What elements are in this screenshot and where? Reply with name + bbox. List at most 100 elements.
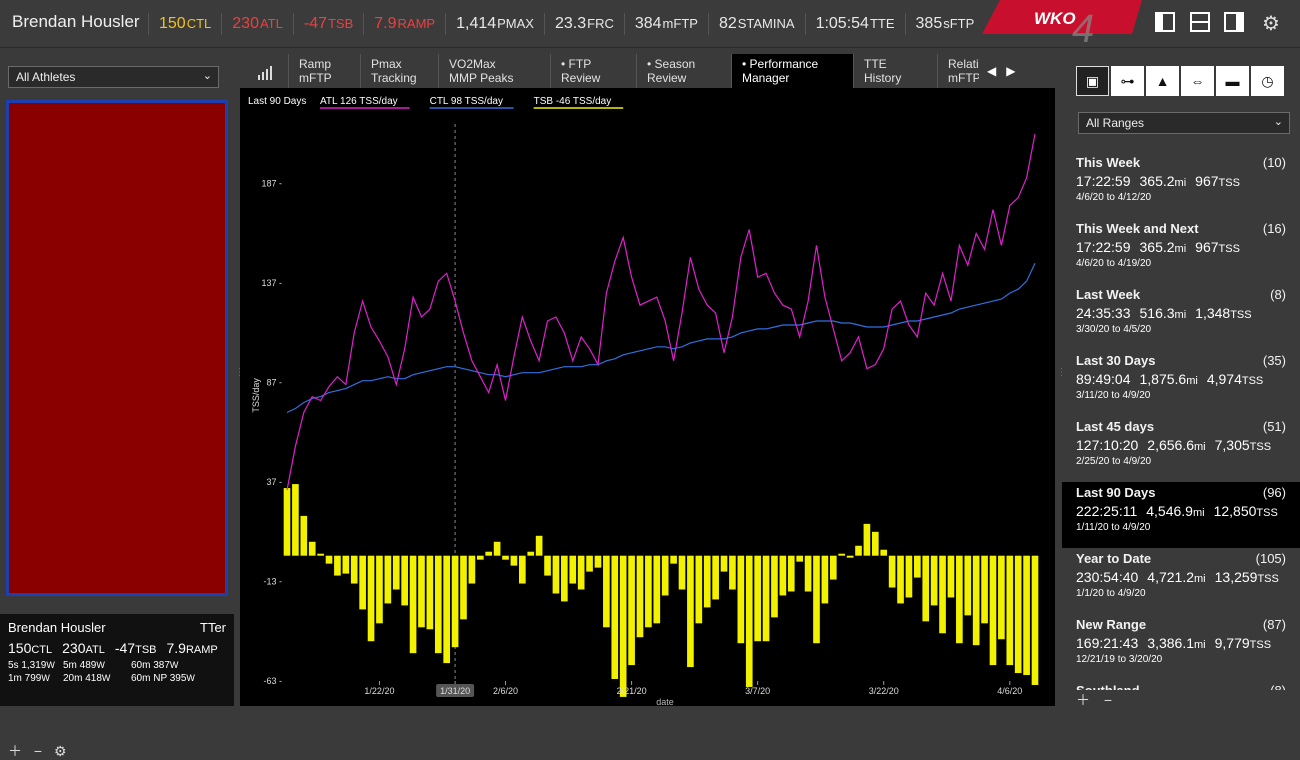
scroll-left-icon[interactable]: ◀ bbox=[987, 64, 997, 78]
tsb-bar bbox=[720, 555, 728, 572]
layout-right-icon[interactable] bbox=[1224, 12, 1244, 32]
svg-text:3/22/20: 3/22/20 bbox=[869, 686, 899, 696]
metric-tsb[interactable]: -47 TSB bbox=[292, 13, 363, 35]
bike-icon[interactable]: ⊶ bbox=[1111, 66, 1144, 96]
other-icon[interactable]: ▬ bbox=[1216, 66, 1249, 96]
range-item[interactable]: This Week and Next (16) 17:22:59 365.2mi 967… bbox=[1062, 218, 1300, 284]
stopwatch-icon[interactable]: ◷ bbox=[1251, 66, 1284, 96]
metric-value: 385 bbox=[915, 15, 943, 32]
athlete-name[interactable]: Brendan Housler bbox=[12, 12, 140, 31]
metric-frc[interactable]: 23.3 FRC bbox=[543, 13, 624, 35]
tsb-bar bbox=[922, 555, 930, 622]
svg-text:3/7/20: 3/7/20 bbox=[745, 686, 770, 696]
athlete-map[interactable] bbox=[6, 100, 228, 596]
athlete-select[interactable]: All Athletes ⌄ bbox=[8, 66, 219, 88]
metric-ctl[interactable]: 150 CTL bbox=[148, 13, 221, 35]
tsb-bar bbox=[317, 553, 324, 556]
gear-icon[interactable]: ⚙ bbox=[53, 743, 67, 759]
layout-left-icon[interactable] bbox=[1155, 12, 1175, 32]
tsb-bar bbox=[981, 555, 988, 624]
add-range-button[interactable]: ＋ bbox=[1076, 692, 1090, 708]
range-item[interactable]: Last Week (8) 24:35:33 516.3mi 1,348TSS 3/30/… bbox=[1062, 284, 1300, 350]
range-item[interactable]: New Range (87) 169:21:43 3,386.1mi 9,779TSS 1… bbox=[1062, 614, 1300, 680]
svg-text:4/6/20: 4/6/20 bbox=[997, 686, 1022, 696]
tsb-bar bbox=[829, 555, 837, 580]
metric-pmax[interactable]: 1,414 PMAX bbox=[445, 13, 544, 35]
metric-tte[interactable]: 1:05:54 TTE bbox=[804, 13, 905, 35]
svg-text:TSB -46 TSS/day: TSB -46 TSS/day bbox=[534, 96, 612, 107]
tsb-bar bbox=[645, 555, 652, 628]
tsb-bar bbox=[409, 555, 417, 654]
tsb-bar bbox=[863, 523, 871, 556]
metric-sftp[interactable]: 385 sFTP bbox=[904, 13, 985, 35]
remove-range-button[interactable]: − bbox=[1103, 692, 1113, 708]
range-item[interactable]: Last 90 Days (96) 222:25:11 4,546.9mi 12,850… bbox=[1062, 482, 1300, 548]
tab-5[interactable]: • Performance Manager bbox=[731, 54, 853, 88]
tsb-bar bbox=[392, 555, 400, 590]
svg-text:ATL 126 TSS/day: ATL 126 TSS/day bbox=[320, 96, 398, 107]
range-item[interactable]: Year to Date (105) 230:54:40 4,721.2mi 13,25… bbox=[1062, 548, 1300, 614]
range-item[interactable]: Last 30 Days (35) 89:49:04 1,875.6mi 4,974TS… bbox=[1062, 350, 1300, 416]
y-tick-label: 87 - bbox=[266, 378, 282, 388]
right-splitter[interactable]: ⋮ bbox=[1057, 368, 1067, 390]
range-count: (51) bbox=[1262, 419, 1286, 434]
tab-6[interactable]: TTE History bbox=[853, 54, 937, 88]
range-item[interactable]: Last 45 days (51) 127:10:20 2,656.6mi 7,305T… bbox=[1062, 416, 1300, 482]
tsb-bar bbox=[880, 549, 888, 556]
left-splitter[interactable]: ⋮ bbox=[235, 368, 245, 390]
strength-icon[interactable]: ⇔ bbox=[1181, 66, 1214, 96]
x-tick: 3/7/20 bbox=[745, 681, 770, 696]
layout-split-icon[interactable] bbox=[1190, 12, 1210, 32]
range-item[interactable]: This Week (10) 17:22:59 365.2mi 967TSS 4/6/20… bbox=[1062, 152, 1300, 218]
remove-athlete-button[interactable]: − bbox=[33, 743, 43, 759]
svg-text:2/6/20: 2/6/20 bbox=[493, 686, 518, 696]
y-tick-label: 187 - bbox=[261, 179, 282, 189]
chart-icon[interactable] bbox=[240, 54, 288, 88]
tsb-bar bbox=[989, 555, 997, 666]
scroll-right-icon[interactable]: ▶ bbox=[1006, 64, 1016, 78]
range-select[interactable]: All Ranges ⌄ bbox=[1078, 112, 1290, 134]
tsb-bar bbox=[292, 484, 299, 556]
performance-manager-chart[interactable]: Last 90 Days ATL 126 TSS/day CTL 98 TSS/da… bbox=[240, 88, 1055, 706]
tsb-bar bbox=[703, 555, 711, 608]
tab-7[interactable]: Relati mFTP bbox=[937, 54, 979, 88]
metric-ramp[interactable]: 7.9 RAMP bbox=[363, 13, 445, 35]
tsb-bar bbox=[603, 555, 610, 628]
tab-4[interactable]: • Season Review bbox=[636, 54, 731, 88]
tsb-bar bbox=[334, 555, 341, 576]
tsb-bar bbox=[359, 555, 366, 610]
top-bar: Brendan Housler 150 CTL 230 ATL -47 TSB 7.9 RAM… bbox=[0, 0, 1300, 48]
tsb-bar bbox=[561, 555, 568, 602]
metric-unit: TSB bbox=[327, 16, 354, 31]
tab-1[interactable]: Pmax Tracking bbox=[360, 54, 438, 88]
metric-value: -47 bbox=[303, 15, 327, 32]
athlete-card[interactable]: Brendan Housler TTer 150CTL 230ATL -47TS… bbox=[0, 614, 234, 706]
power-stat: 20m 418W bbox=[63, 673, 111, 684]
legend-ctl[interactable]: CTL 98 TSS/day bbox=[429, 96, 514, 109]
tsb-bar bbox=[628, 555, 635, 666]
tsb-bar bbox=[855, 545, 862, 556]
run-shoe-icon[interactable]: ▲ bbox=[1146, 66, 1179, 96]
tsb-bar bbox=[1031, 555, 1039, 685]
metric-mftp[interactable]: 384 mFTP bbox=[623, 13, 708, 35]
svg-text:1/22/20: 1/22/20 bbox=[364, 686, 394, 696]
legend-tsb[interactable]: TSB -46 TSS/day bbox=[534, 96, 624, 109]
all-workouts-icon[interactable]: ▣ bbox=[1076, 66, 1109, 96]
gear-icon[interactable]: ⚙ bbox=[1262, 13, 1280, 35]
tab-3[interactable]: • FTP Review bbox=[550, 54, 636, 88]
metric-stamina[interactable]: 82 STAMINA bbox=[707, 13, 805, 35]
tsb-bar bbox=[350, 555, 358, 584]
tab-2[interactable]: VO2Max MMP Peaks bbox=[438, 54, 550, 88]
range-dates: 4/6/20 to 4/12/20 bbox=[1076, 192, 1152, 203]
tsb-bar bbox=[586, 555, 593, 572]
tsb-bar bbox=[779, 555, 787, 596]
metric-atl[interactable]: 230 ATL bbox=[221, 13, 293, 35]
range-name: This Week bbox=[1076, 155, 1141, 170]
chart-area: Ramp mFTP Pmax Tracking VO2Max MMP Peaks • … bbox=[240, 54, 1055, 706]
legend-atl[interactable]: ATL 126 TSS/day bbox=[320, 96, 410, 109]
add-athlete-button[interactable]: ＋ bbox=[8, 743, 22, 759]
tsb-bar bbox=[754, 555, 761, 642]
tsb-bar bbox=[956, 555, 963, 644]
metric-value: 1,414 bbox=[456, 15, 497, 32]
tab-0[interactable]: Ramp mFTP bbox=[288, 54, 360, 88]
